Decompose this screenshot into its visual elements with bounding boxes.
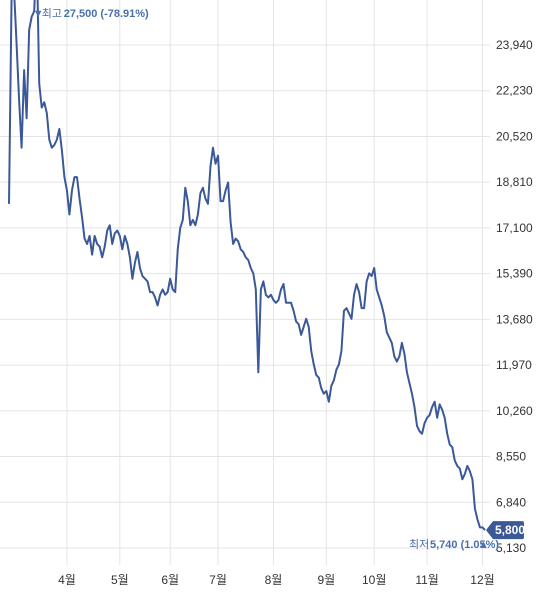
x-tick-label: 6월 (161, 573, 179, 587)
x-tick-label: 12월 (470, 573, 494, 587)
low-value-label: 5,740 (1.05%) (430, 539, 499, 551)
current-price-badge-bg (486, 521, 524, 540)
x-tick-label: 7월 (209, 573, 227, 587)
current-price-label: 5,800 (495, 523, 525, 537)
y-tick-label: 5,130 (496, 541, 526, 555)
high-value-label: 27,500 (-78.91%) (64, 8, 149, 20)
x-tick-label: 10월 (362, 573, 386, 587)
low-arrow-icon: ▲ (478, 539, 489, 551)
y-tick-label: 11,970 (496, 358, 532, 372)
y-tick-label: 15,390 (496, 267, 533, 281)
y-tick-label: 18,810 (496, 175, 533, 189)
x-tick-label: 9월 (317, 573, 335, 587)
x-tick-label: 8월 (265, 573, 283, 587)
x-tick-label: 4월 (58, 573, 76, 587)
y-tick-label: 8,550 (496, 450, 526, 464)
y-tick-label: 6,840 (496, 495, 526, 509)
x-tick-label: 5월 (111, 573, 129, 587)
y-tick-label: 20,520 (496, 129, 533, 143)
low-annotation: 최저 5,740 (1.05%) ▲ (409, 538, 499, 551)
price-series-line (8, 0, 486, 531)
x-tick-label: 11월 (415, 573, 439, 587)
y-tick-label: 22,230 (496, 84, 533, 98)
y-tick-label: 17,100 (496, 221, 533, 235)
y-tick-label: 10,260 (496, 404, 533, 418)
low-prefix: 최저 (409, 538, 429, 551)
y-axis-ticks: 5,130 6,840 8,550 10,260 11,970 13,680 15,390 1… (496, 38, 533, 555)
high-annotation: ▼ 최고 27,500 (-78.91%) (33, 7, 149, 20)
y-tick-label: 23,940 (496, 38, 533, 52)
high-arrow-icon: ▼ (33, 8, 44, 20)
y-tick-label: 13,680 (496, 312, 533, 326)
x-axis-ticks: 4월 5월 6월 7월 8월 9월 10월 11월 12월 (58, 573, 495, 587)
grid-lines (0, 0, 490, 565)
high-prefix: 최고 (42, 7, 62, 20)
current-price-badge: 5,800 (486, 521, 525, 540)
